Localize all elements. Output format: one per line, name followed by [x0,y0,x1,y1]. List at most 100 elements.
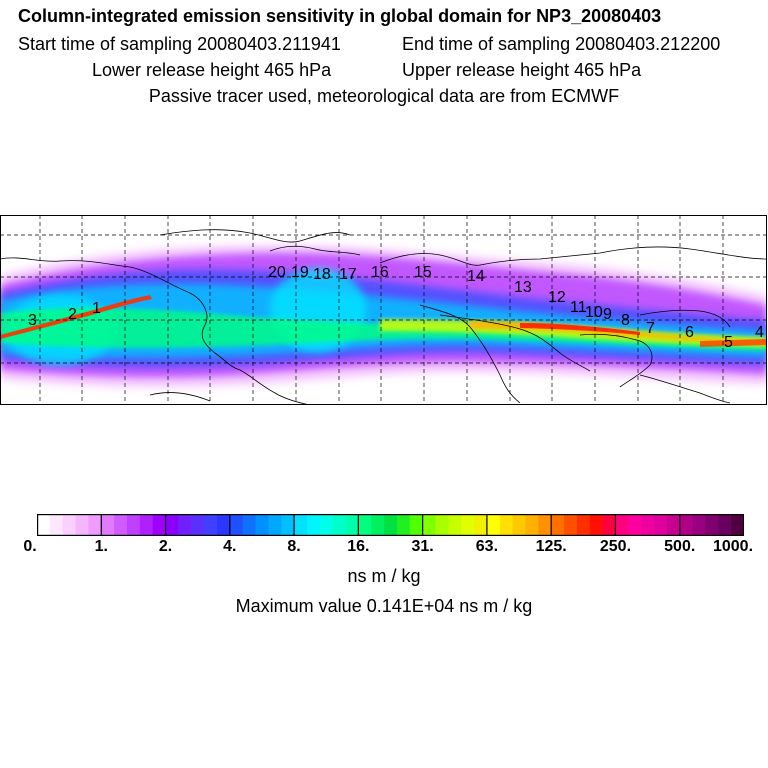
colorbar-cell [474,514,488,536]
colorbar-cell [126,514,141,536]
colorbar-cell [679,514,693,536]
colorbar-cell [384,514,398,536]
traj-label-15: 15 [414,264,432,281]
colorbar-cell [268,514,282,536]
start-time: Start time of sampling 20080403.211941 [18,34,341,54]
colorbar-cell [486,514,501,536]
trajectory-labels: 1 2 3 4 5 6 7 8 9 10 11 12 13 14 15 16 1… [28,264,764,351]
colorbar-cell [37,514,51,536]
colorbar-cell [229,514,244,536]
maximum-value: Maximum value 0.141E+04 ns m / kg [235,596,533,616]
colorbar-cell [718,514,732,536]
colorbar-tick-label: 63. [475,538,499,555]
colorbar-cell [551,514,565,536]
colorbar-cell [139,514,154,536]
colorbar-tick-label: 0. [23,538,37,555]
traj-label-19: 19 [291,264,309,281]
colorbar-cell [564,514,578,536]
traj-label-18: 18 [313,266,331,283]
colorbar-cell [216,514,231,536]
colorbar-cell [409,514,424,536]
colorbar-cell [512,514,526,536]
upper-release-height: Upper release height 465 hPa [402,60,642,80]
colorbar-cell [538,514,552,536]
colorbar-cell [576,514,591,536]
colorbar-cell [371,514,385,536]
lower-release-height: Lower release height 465 hPa [92,60,332,80]
traj-label-16: 16 [371,264,389,281]
colorbar-cell [165,514,179,536]
colorbar-cell [152,514,166,536]
traj-label-20: 20 [268,264,286,281]
colorbar-frame [37,514,744,536]
traj-label-13: 13 [514,279,532,296]
colorbar-tick-label: 500. [664,538,696,555]
colorbar-cell [191,514,205,536]
colorbar-cell [731,514,744,536]
sensitivity-plume [0,244,767,388]
colorbar-cell [101,514,115,536]
colorbar-units: ns m / kg [347,566,421,586]
colorbar-cell [345,514,359,536]
colorbar-cell [242,514,256,536]
graticule [0,215,767,405]
colorbar-cell [499,514,514,536]
colorbar-cell [319,514,334,536]
colorbar-cell [49,514,64,536]
end-time: End time of sampling 20080403.212200 [402,34,721,54]
traj-label-6: 6 [685,324,694,341]
colorbar-cell [692,514,706,536]
colorbar-cell [448,514,462,536]
colorbar-cell [396,514,411,536]
colorbar-tick-label: 4. [223,538,237,555]
colorbar-cell [589,514,603,536]
colorbar-cells [37,514,744,536]
traj-label-1: 1 [92,300,101,317]
colorbar-cell [281,514,295,536]
colorbar-cell [435,514,449,536]
colorbar-cell [62,514,76,536]
colorbar-cell [666,514,681,536]
traj-label-2: 2 [68,306,77,323]
emission-sensitivity-map: 1 2 3 4 5 6 7 8 9 10 11 12 13 14 15 16 1… [0,215,767,405]
colorbar-tick-label: 8. [287,538,301,555]
colorbar-cell [178,514,192,536]
coastlines [0,229,767,405]
traj-label-10: 10 [585,304,603,321]
colorbar-cell [628,514,642,536]
colorbar-cell [602,514,616,536]
tracer-note: Passive tracer used, meteorological data… [148,86,620,106]
colorbar-cell [641,514,655,536]
colorbar-major-dividers [100,514,681,536]
traj-label-11: 11 [570,299,587,316]
colorbar-cell [332,514,346,536]
colorbar-cell [306,514,321,536]
traj-label-7: 7 [646,320,655,337]
colorbar-cell [294,514,308,536]
colorbar-tick-label: 1000. [712,538,754,555]
colorbar-cell [422,514,436,536]
colorbar-cell [88,514,102,536]
traj-label-3: 3 [28,312,37,329]
traj-label-4: 4 [755,324,764,341]
colorbar-cell [114,514,128,536]
colorbar-cell [654,514,668,536]
colorbar-cell [615,514,629,536]
plot-title: Column-integrated emission sensitivity i… [18,6,662,26]
colorbar-tick-label: 2. [158,538,173,555]
map-frame [0,215,767,405]
traj-label-5: 5 [724,334,733,351]
colorbar-tick-label: 250. [599,538,632,555]
colorbar-tick-label: 1. [94,538,108,555]
traj-label-12: 12 [548,289,566,306]
traj-label-9: 9 [603,306,612,323]
colorbar-tick-label: 16. [347,538,370,555]
colorbar-tick-label: 125. [535,538,567,555]
traj-label-8: 8 [621,312,630,329]
colorbar-tick-labels: 0. 1. 2. 4. 8. 16. 31. 63. 125. 250. 500. 1000. [0,538,768,560]
colorbar-cell [75,514,89,536]
colorbar-tick-label: 31. [411,538,434,555]
colorbar-cell [461,514,475,536]
traj-label-17: 17 [339,266,357,283]
colorbar [37,514,744,536]
